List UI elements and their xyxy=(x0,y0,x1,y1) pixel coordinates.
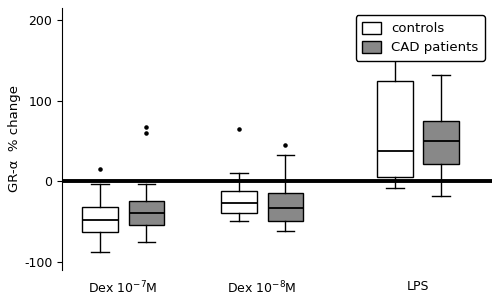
PathPatch shape xyxy=(377,81,412,177)
PathPatch shape xyxy=(268,193,303,221)
Y-axis label: GR-α  % change: GR-α % change xyxy=(8,85,22,192)
PathPatch shape xyxy=(82,207,118,232)
PathPatch shape xyxy=(128,201,164,225)
Legend: controls, CAD patients: controls, CAD patients xyxy=(356,15,485,61)
PathPatch shape xyxy=(222,191,256,214)
PathPatch shape xyxy=(424,121,459,163)
